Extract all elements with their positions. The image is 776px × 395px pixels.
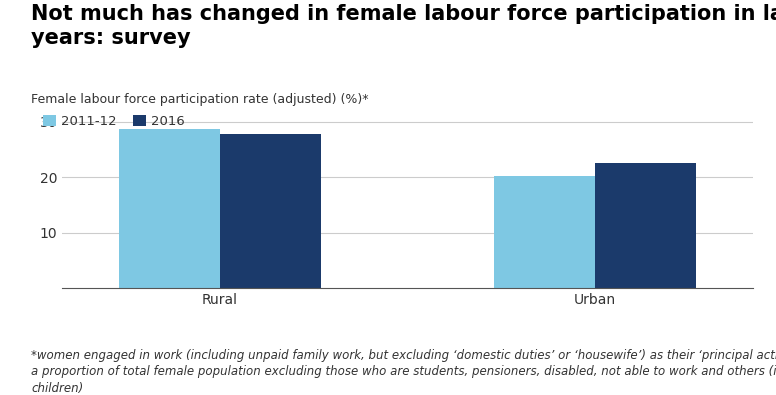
Bar xyxy=(119,129,220,288)
Legend: 2011-12, 2016: 2011-12, 2016 xyxy=(38,109,190,133)
Bar xyxy=(595,164,696,288)
Text: Female labour force participation rate (adjusted) (%)*: Female labour force participation rate (… xyxy=(31,93,369,106)
Bar xyxy=(494,176,595,288)
Text: *women engaged in work (including unpaid family work, but excluding ‘domestic du: *women engaged in work (including unpaid… xyxy=(31,349,776,395)
Text: Not much has changed in female labour force participation in last five
years: su: Not much has changed in female labour fo… xyxy=(31,4,776,48)
Bar xyxy=(220,134,320,288)
